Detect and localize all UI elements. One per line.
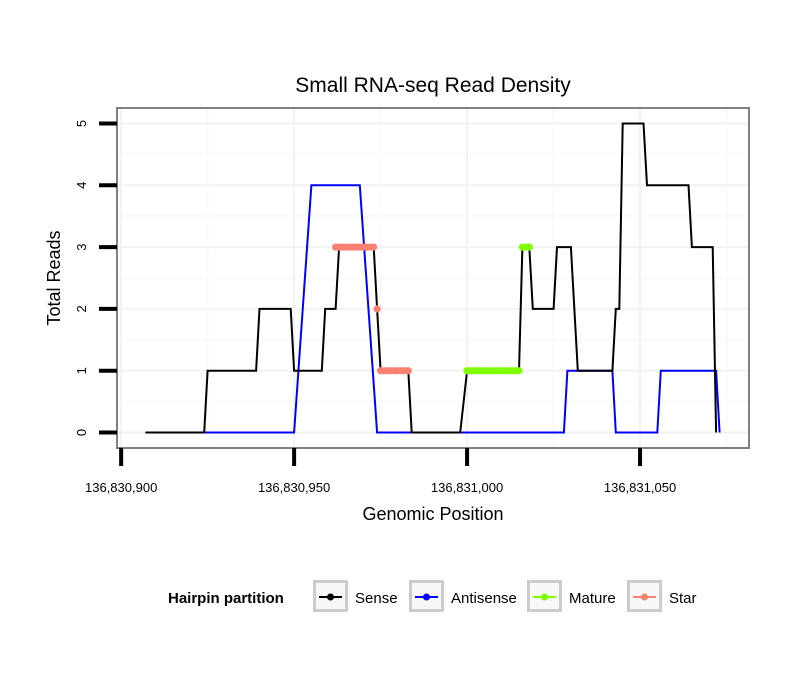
series-mature (463, 243, 533, 375)
x-tick-label: 136,831,050 (604, 480, 676, 495)
legend-label: Sense (355, 590, 398, 607)
legend-label: Mature (569, 590, 616, 607)
legend-title: Hairpin partition (168, 590, 284, 607)
data-point-star (373, 305, 381, 313)
y-axis: 0 1 2 3 4 5 (74, 120, 117, 436)
legend-label: Antisense (451, 590, 517, 607)
data-point-star (370, 243, 378, 251)
legend-item-star: Star (627, 580, 697, 612)
plot-panel (116, 107, 750, 449)
legend-items: Sense Antisense Mature Star (313, 580, 697, 612)
y-tick-label: 1 (74, 367, 89, 374)
y-tick-label: 0 (74, 429, 89, 436)
y-tick-label: 4 (74, 182, 89, 189)
x-tick-label: 136,830,900 (85, 480, 157, 495)
legend-item-antisense: Antisense (409, 580, 517, 612)
x-tick-label: 136,831,000 (431, 480, 503, 495)
legend: Hairpin partition Sense Antisense Mature St… (168, 580, 697, 612)
y-axis-title: Total Reads (44, 230, 64, 325)
data-point-star (404, 367, 412, 375)
x-axis-title: Genomic Position (362, 504, 503, 524)
data-point-mature (515, 367, 523, 375)
series-antisense (145, 184, 721, 434)
legend-key-point (641, 593, 648, 601)
panel-border (116, 107, 750, 449)
x-axis: 136,830,900 136,830,950 136,831,000 136,831… (85, 448, 676, 495)
chart-title: Small RNA-seq Read Density (295, 74, 571, 97)
series-star (332, 243, 412, 375)
legend-key-point (541, 593, 548, 601)
data-point-mature (525, 243, 533, 251)
x-tick-label: 136,830,950 (258, 480, 330, 495)
series-line-antisense (145, 184, 721, 434)
legend-label: Star (669, 590, 697, 607)
y-tick-label: 5 (74, 120, 89, 127)
legend-item-sense: Sense (313, 580, 398, 612)
legend-key-point (423, 593, 430, 601)
legend-key-point (327, 593, 334, 601)
y-tick-label: 2 (74, 305, 89, 312)
series-layer (145, 122, 721, 434)
legend-item-mature: Mature (527, 580, 616, 612)
y-tick-label: 3 (74, 243, 89, 250)
